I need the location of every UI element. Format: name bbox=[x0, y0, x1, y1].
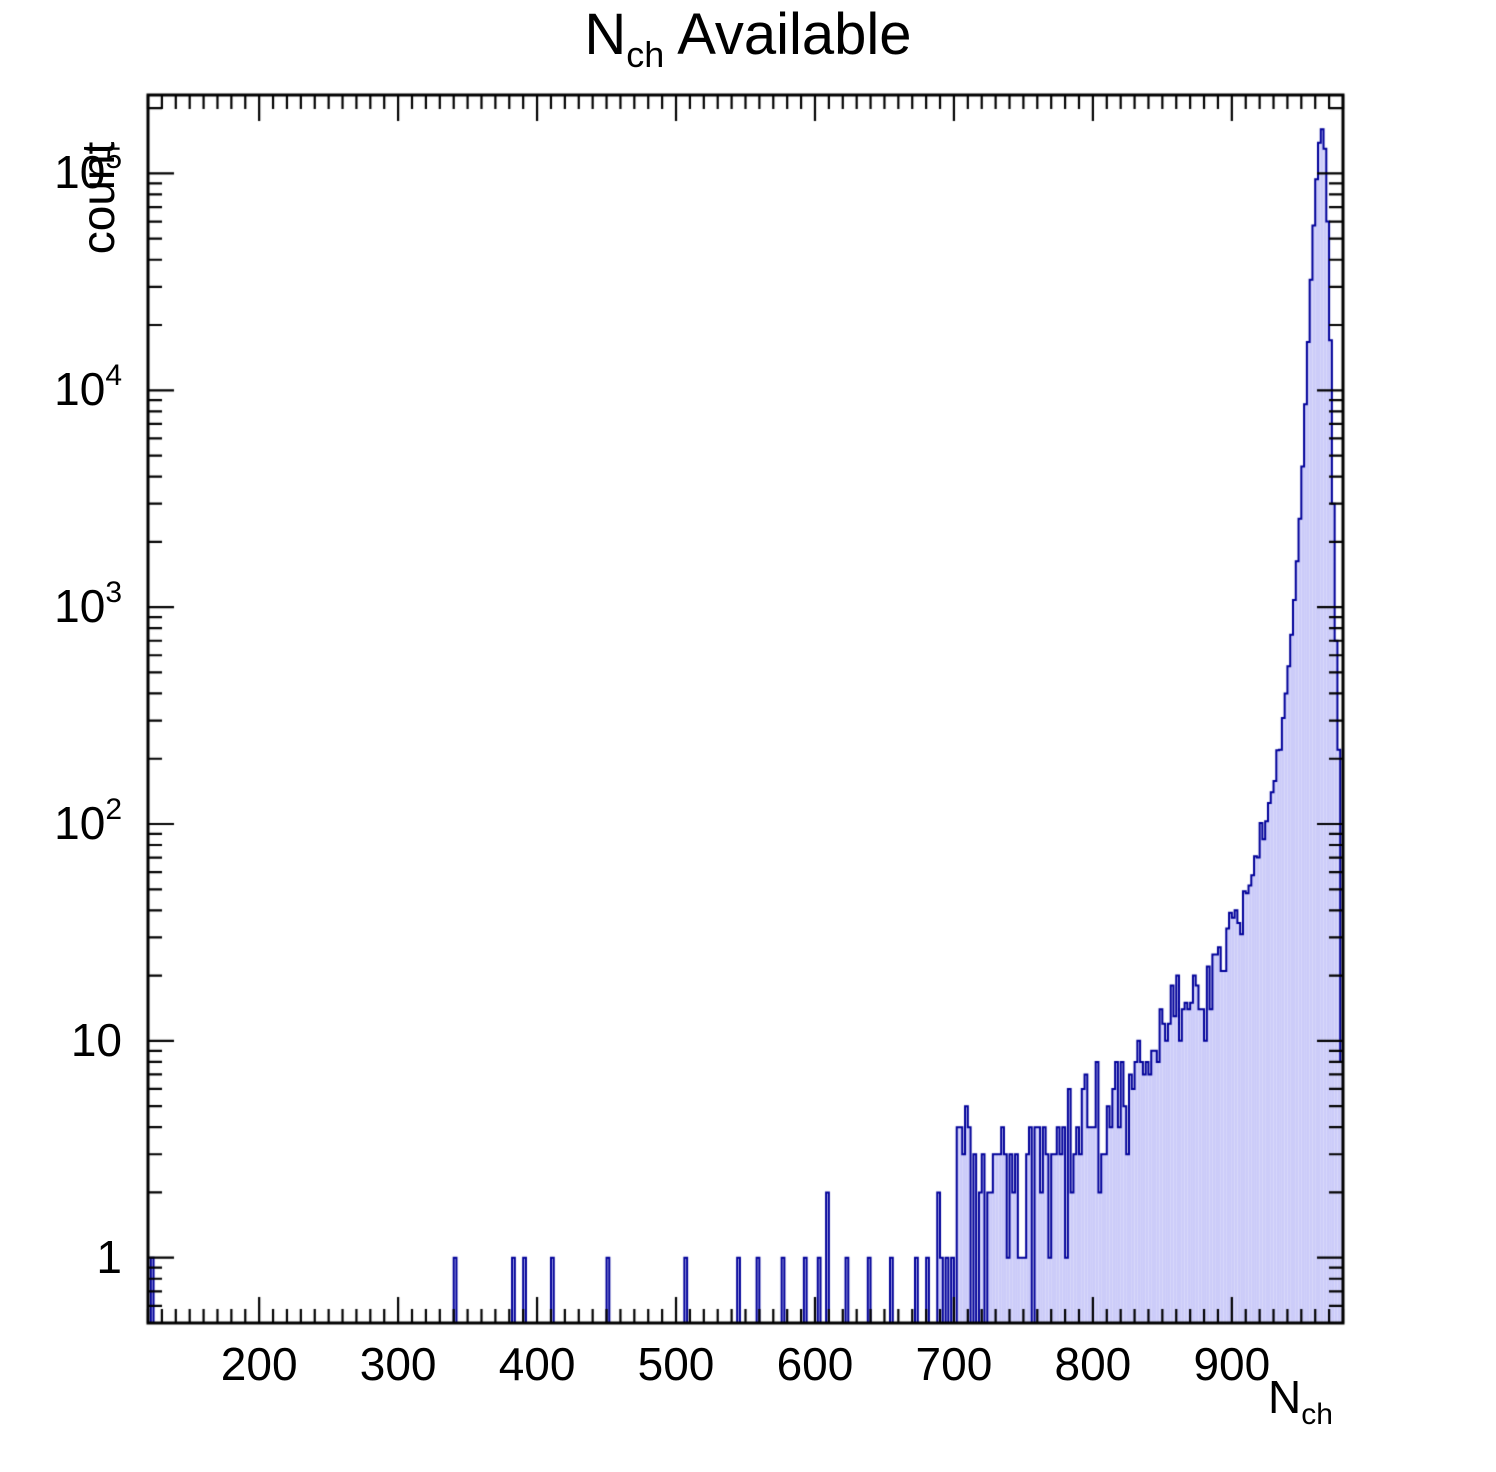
y-tick-label: 1 bbox=[96, 1230, 122, 1283]
y-tick-label: 105 bbox=[54, 142, 122, 199]
x-tick-label: 600 bbox=[776, 1338, 854, 1390]
y-tick-label: 104 bbox=[54, 359, 122, 416]
page-title: Nch Available bbox=[0, 6, 1496, 73]
title-subscript: ch bbox=[626, 34, 665, 75]
x-tick-label: 900 bbox=[1193, 1338, 1271, 1390]
x-axis-title-subscript: ch bbox=[1301, 1398, 1333, 1431]
x-axis-title: Nch bbox=[1268, 1371, 1333, 1430]
title-rest: Available bbox=[664, 2, 912, 67]
x-tick-label: 700 bbox=[915, 1338, 993, 1390]
x-tick-label: 200 bbox=[220, 1338, 298, 1390]
x-tick-label: 500 bbox=[637, 1338, 715, 1390]
y-tick-label: 10 bbox=[70, 1013, 122, 1066]
x-tick-label: 400 bbox=[498, 1338, 576, 1390]
y-tick-label: 103 bbox=[54, 576, 122, 633]
x-tick-label: 300 bbox=[359, 1338, 437, 1390]
x-tick-label: 800 bbox=[1054, 1338, 1132, 1390]
title-main: N bbox=[584, 2, 627, 67]
x-axis-title-main: N bbox=[1268, 1371, 1302, 1423]
y-tick-label: 102 bbox=[54, 793, 122, 849]
